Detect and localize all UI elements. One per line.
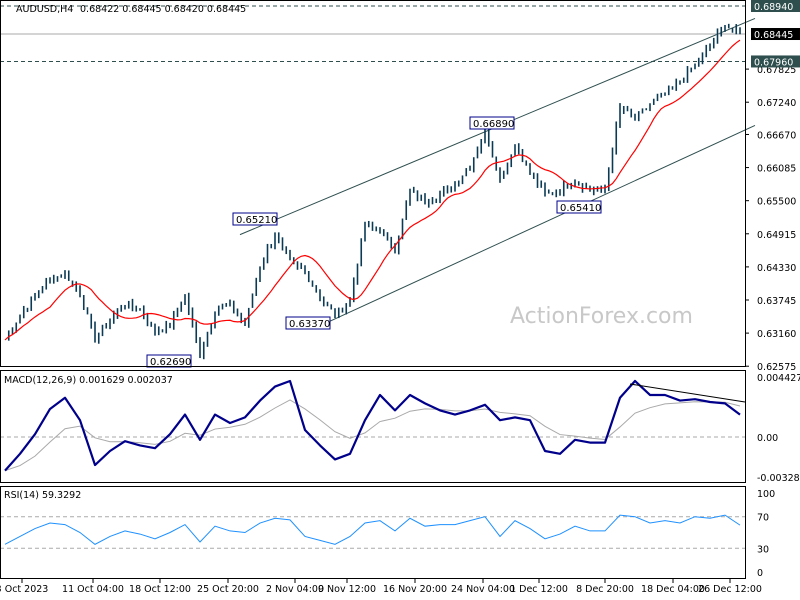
rsi-tick-label: 0: [757, 568, 763, 579]
macd-panel-frame: [0, 370, 746, 483]
macd-title: MACD(12,26,9) 0.001629 0.002037: [4, 375, 173, 386]
macd-signal-line: [4, 399, 741, 472]
x-tick-label: 16 Nov 20:00: [383, 584, 447, 595]
macd-tick-label: 0.00: [757, 433, 778, 444]
moving-average-line: [4, 39, 741, 341]
x-tick-label: 18 Oct 12:00: [129, 584, 191, 595]
price-line-label-bg: [751, 55, 800, 68]
x-tick-label: 24 Nov 04:00: [451, 584, 515, 595]
y-tick-label: 0.63160: [757, 329, 796, 340]
rsi-tick-label: 100: [757, 489, 775, 500]
price-annotation-box: [232, 212, 278, 226]
price-annotation-box: [285, 316, 331, 330]
price-annotation-box: [556, 200, 602, 214]
y-tick-label: 0.62575: [757, 362, 796, 373]
x-tick-label: 26 Dec 12:00: [698, 584, 762, 595]
price-annotation: 0.65410: [560, 203, 601, 214]
macd-panel: 0.004427 0.00 -0.003288: [0, 373, 800, 484]
x-tick-label: 18 Dec 04:00: [641, 584, 705, 595]
price-line-label-bg: [751, 0, 800, 12]
rsi-panel: 100 70 30 0: [0, 489, 775, 579]
y-tick-label: 0.63745: [757, 296, 796, 307]
price-annotation: 0.62690: [150, 357, 191, 368]
price-line-label-bg: [751, 28, 800, 41]
price-line-label: 0.67960: [754, 57, 793, 68]
y-tick-label: 0.66670: [757, 130, 796, 141]
macd-trend-line: [629, 383, 746, 403]
rsi-panel-frame: [0, 486, 746, 579]
y-tick-label: 0.66085: [757, 164, 796, 175]
y-tick-label: 0.65500: [757, 197, 796, 208]
price-annotation: 0.66890: [473, 119, 514, 130]
x-tick-label: 3 Oct 2023: [0, 584, 48, 595]
watermark: ActionForex.com: [510, 304, 693, 329]
price-line-label: 0.68445: [754, 30, 793, 41]
price-line-label: 0.68940: [754, 2, 793, 13]
y-tick-label: 0.64915: [757, 230, 796, 241]
rsi-tick-label: 30: [757, 544, 769, 555]
macd-tick-label: 0.004427: [757, 373, 800, 384]
x-tick-label: 8 Dec 20:00: [576, 584, 634, 595]
x-tick-label: 25 Oct 20:00: [197, 584, 259, 595]
time-axis: 3 Oct 2023 11 Oct 04:00 18 Oct 12:00 25 Oct…: [0, 579, 762, 595]
rsi-tick-label: 70: [757, 513, 769, 524]
x-tick-label: 9 Nov 12:00: [318, 584, 376, 595]
x-tick-label: 1 Dec 12:00: [510, 584, 568, 595]
rsi-line: [4, 514, 741, 545]
price-panel: ActionForex.com 0.67825 0.67240 0.66670 0.66…: [0, 0, 800, 373]
ohlc-values: 0.68422 0.68445 0.68420 0.68445: [80, 4, 246, 15]
y-tick-label: 0.64330: [757, 263, 796, 274]
price-annotation-box: [469, 116, 515, 130]
y-tick-label: 0.67825: [757, 65, 796, 76]
y-tick-label: 0.67240: [757, 98, 796, 109]
x-tick-label: 11 Oct 04:00: [62, 584, 124, 595]
channel-lower-line: [329, 124, 756, 322]
price-panel-frame: [0, 0, 746, 367]
symbol-title: AUDUSD,H4: [16, 4, 73, 15]
macd-tick-label: -0.003288: [757, 473, 800, 484]
macd-line: [4, 379, 741, 472]
price-annotation: 0.65210: [236, 215, 277, 226]
x-tick-label: 2 Nov 04:00: [266, 584, 324, 595]
rsi-title: RSI(14) 59.3292: [4, 490, 81, 501]
price-annotation: 0.63370: [289, 319, 330, 330]
